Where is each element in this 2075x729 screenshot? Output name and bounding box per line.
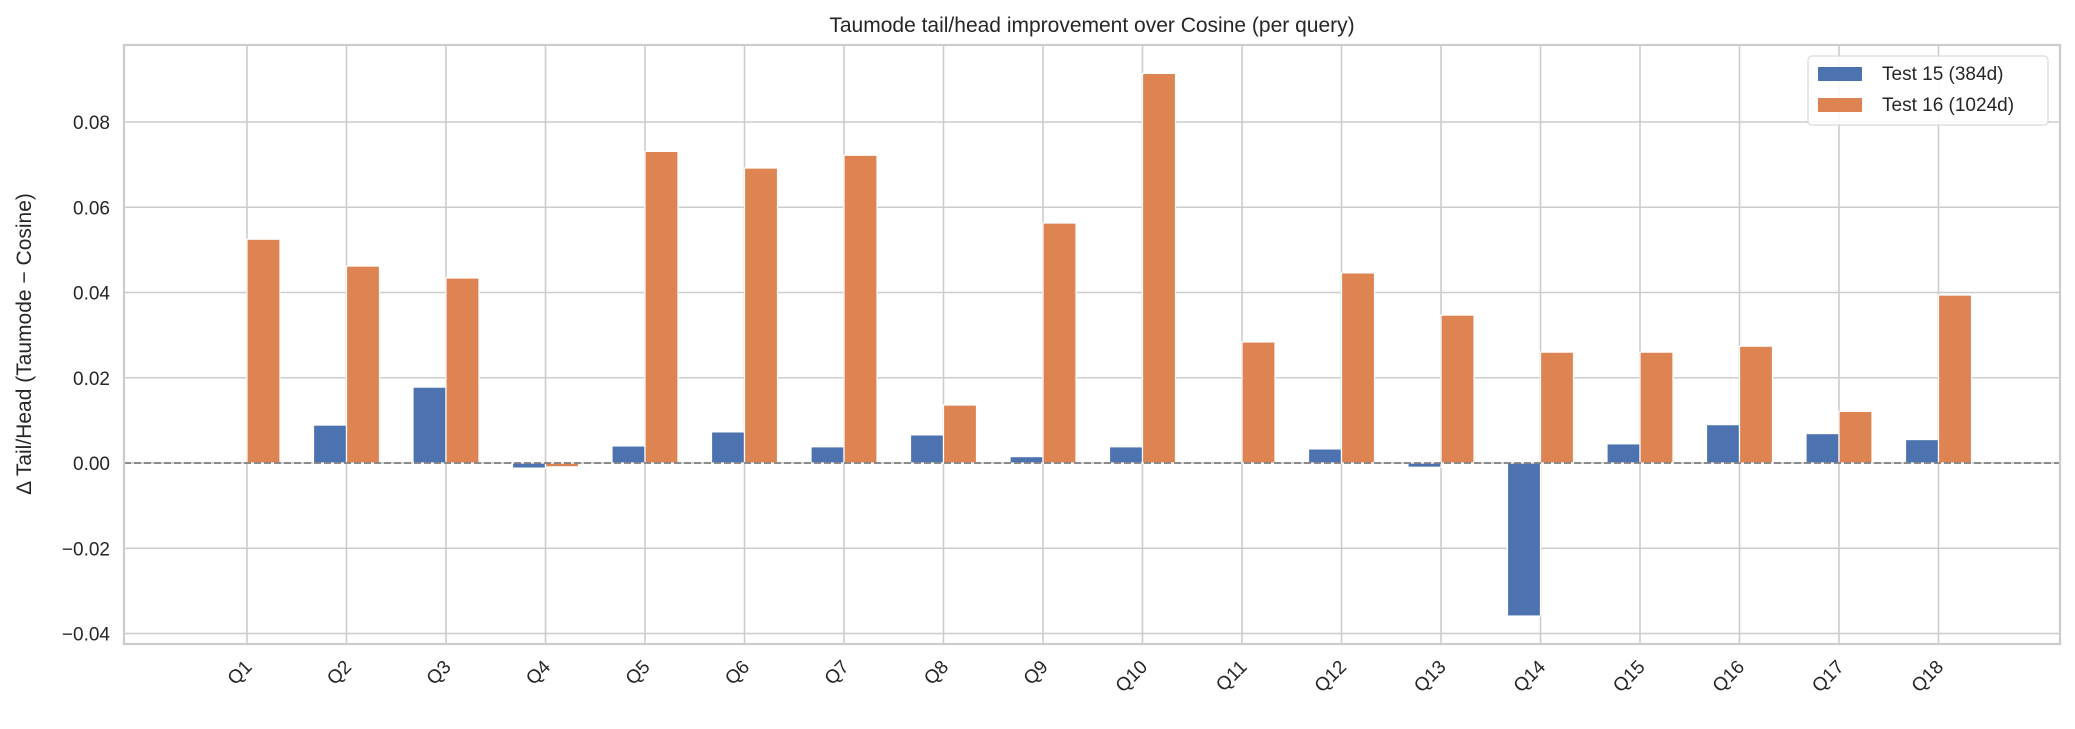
- y-tick-label: −0.02: [62, 539, 110, 560]
- x-tick-label: Q2: [323, 657, 356, 690]
- bar-test16-q17: [1838, 410, 1873, 464]
- bar-test15-q2: [312, 424, 348, 464]
- bar-test15-q15: [1606, 443, 1641, 464]
- grid-lines: [124, 45, 2060, 644]
- x-tick-label: Q1: [224, 657, 257, 690]
- bar-test16-q4: [544, 462, 580, 468]
- x-tick-label: Q9: [1020, 657, 1053, 690]
- legend-label: Test 15 (384d): [1882, 64, 2003, 85]
- x-tick-label: Q18: [1908, 657, 1948, 697]
- bar-test16-q6: [743, 167, 779, 464]
- bar-test16-q13: [1440, 314, 1475, 464]
- bar-test15-q7: [810, 446, 845, 464]
- x-tick-label: Q3: [423, 657, 456, 690]
- x-tick-label: Q13: [1410, 657, 1450, 697]
- x-tick-label: Q11: [1212, 657, 1251, 696]
- x-tick-label: Q5: [622, 657, 655, 690]
- bar-test15-q14: [1506, 462, 1542, 617]
- x-axis-ticks: Q1 Q2 Q3 Q4 Q5 Q6 Q7 Q8 Q9 Q10 Q11 Q12 Q13 Q14 Q15 Q16 Q…: [224, 656, 1948, 697]
- axes-frame: [122, 43, 2062, 646]
- legend-swatch-test15: [1818, 67, 1862, 81]
- y-tick-label: 0.06: [73, 198, 110, 219]
- bar-test16-q12: [1340, 272, 1376, 464]
- y-tick-label: 0.00: [73, 454, 110, 475]
- y-tick-label: 0.08: [73, 113, 110, 134]
- legend-box: [1807, 55, 2049, 126]
- x-tick-label: Q10: [1112, 657, 1152, 697]
- bar-test15-q9: [1009, 456, 1044, 464]
- plot-border: [122, 43, 2062, 646]
- bar-test16-q11: [1241, 341, 1276, 464]
- x-tick-label: Q7: [821, 657, 854, 690]
- x-tick-label: Q8: [920, 657, 953, 690]
- bar-test15-q17: [1805, 432, 1840, 464]
- bar-test16-q18: [1937, 294, 1973, 464]
- y-tick-label: 0.04: [73, 284, 110, 305]
- bar-test15-q6: [710, 431, 746, 464]
- bar-test16-q10: [1141, 72, 1177, 464]
- bar-test16-q7: [843, 154, 878, 464]
- x-tick-label: Q4: [522, 656, 555, 689]
- bar-test16-q2: [345, 265, 381, 464]
- bar-test15-q3: [412, 386, 447, 464]
- x-tick-label: Q14: [1510, 656, 1551, 697]
- bar-test16-q15: [1639, 351, 1674, 464]
- bar-test16-q3: [445, 277, 480, 464]
- x-tick-label: Q17: [1808, 657, 1848, 697]
- bar-test15-q18: [1904, 438, 1940, 464]
- x-tick-label: Q16: [1709, 657, 1749, 697]
- bar-test15-q12: [1307, 448, 1343, 464]
- bar-test15-q16: [1705, 424, 1741, 464]
- bar-test16-q5: [644, 150, 679, 464]
- bars: [246, 72, 1973, 617]
- legend-swatch-test16: [1818, 98, 1862, 112]
- legend-label: Test 16 (1024d): [1882, 95, 2014, 116]
- chart-title: Taumode tail/head improvement over Cosin…: [829, 14, 1354, 37]
- bar-test16-q8: [942, 404, 978, 464]
- bar-test16-q1: [246, 238, 281, 464]
- bar-test16-q14: [1539, 351, 1575, 464]
- y-axis-ticks: −0.04 −0.02 0.00 0.02 0.04 0.06 0.08: [62, 113, 111, 646]
- x-tick-label: Q15: [1609, 657, 1649, 697]
- legend: Test 15 (384d) Test 16 (1024d): [1807, 55, 2049, 126]
- y-axis-label: Δ Tail/Head (Taumode − Cosine): [13, 193, 36, 495]
- bar-test16-q9: [1042, 222, 1077, 464]
- bar-test15-q10: [1108, 446, 1144, 464]
- y-tick-label: −0.04: [62, 625, 111, 646]
- y-tick-label: 0.02: [73, 369, 110, 390]
- bar-test16-q16: [1738, 345, 1774, 464]
- bar-test15-q8: [909, 434, 945, 464]
- x-tick-label: Q6: [721, 657, 754, 690]
- x-tick-label: Q12: [1311, 657, 1351, 697]
- bar-test15-q5: [611, 445, 646, 464]
